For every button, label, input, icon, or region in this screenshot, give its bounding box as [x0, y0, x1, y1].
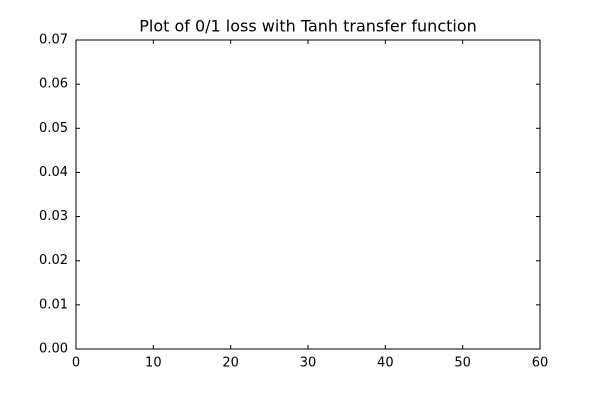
y-tick-label: 0.06	[39, 77, 68, 92]
x-tick-label: 50	[454, 356, 471, 371]
y-tick-label: 0.04	[39, 165, 68, 180]
y-tick-label: 0.00	[39, 342, 68, 357]
y-tick-label: 0.05	[39, 121, 68, 136]
x-tick-label: 0	[72, 356, 80, 371]
y-tick-label: 0.03	[39, 209, 68, 224]
y-tick-label: 0.02	[39, 253, 68, 268]
chart-title: Plot of 0/1 loss with Tanh transfer func…	[139, 17, 477, 36]
y-tick-label: 0.01	[39, 297, 68, 312]
x-tick-label: 30	[300, 356, 317, 371]
x-tick-label: 40	[377, 356, 394, 371]
x-tick-label: 60	[532, 356, 549, 371]
x-tick-label: 10	[145, 356, 162, 371]
plot-frame	[75, 39, 541, 350]
x-tick-label: 20	[222, 356, 239, 371]
y-tick-label: 0.07	[39, 33, 68, 48]
